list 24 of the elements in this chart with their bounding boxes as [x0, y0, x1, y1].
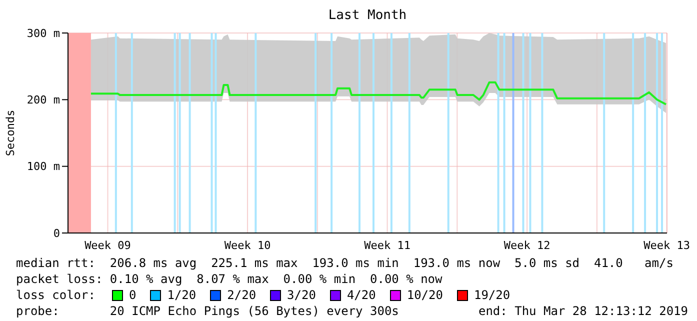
- line-series: [90, 81, 667, 106]
- x-tick-label: Week 11: [364, 238, 410, 252]
- chart-title: Last Month: [327, 8, 408, 23]
- text: 19/20: [472, 287, 510, 303]
- y-tick-label: 0: [53, 226, 60, 240]
- x-tick-label: Week 09: [84, 238, 131, 252]
- y-tick-label: 200 m: [26, 94, 60, 107]
- text: 1/20: [166, 287, 196, 303]
- text: packet loss: 0.10 % avg 8.07 % max 0.00 % min 0.00 % now: [16, 271, 444, 287]
- text: 4/20: [346, 287, 376, 303]
- text: 10/20: [406, 287, 443, 303]
- text: 0: [128, 287, 136, 303]
- y-tick-label: 300 m: [26, 26, 60, 40]
- text: probe: 20 ICMP Echo Pings (56 Bytes) every 300s: [16, 304, 399, 318]
- text: median rtt: 206.8 ms avg 225.1 ms max 193.0 ms min 193.0 ms now 5.0 ms sd 41.0 am/s: [16, 255, 674, 271]
- x-tick-label: Week 10: [224, 238, 271, 252]
- x-tick-label: Week 12: [504, 238, 550, 252]
- text: loss color:: [16, 287, 96, 303]
- x-tick-label: Week 13: [644, 238, 690, 252]
- y-tick-label: 100 m: [26, 160, 60, 174]
- text: 2/20: [226, 287, 256, 303]
- text: end: Thu Mar 28 12:13:12 2019: [478, 303, 688, 319]
- y-axis-title: Seconds: [4, 110, 17, 156]
- text: 3/20: [286, 287, 316, 303]
